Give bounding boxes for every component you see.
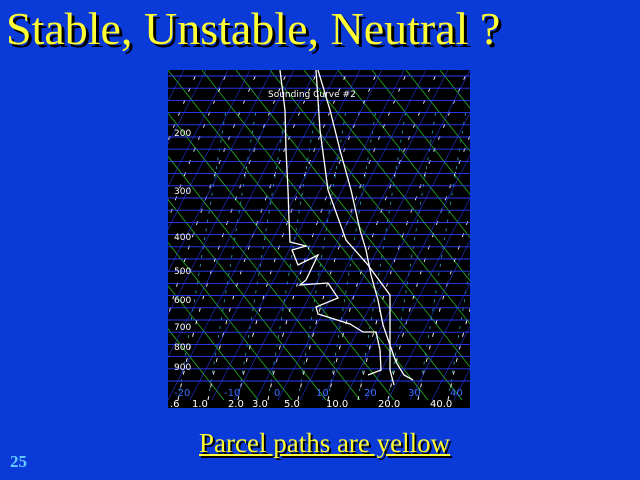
skew-t-svg: 200 300 400 500 600 700 800 900 -20 -10 0 10 20 30 40.… <box>168 70 470 408</box>
moist-adiabat-line <box>207 70 319 401</box>
isotherm-line <box>409 282 470 401</box>
moist-adiabat-line <box>417 213 470 401</box>
pressure-label: 700 <box>174 323 191 333</box>
moist-adiabat-line <box>387 134 470 401</box>
isotherm-line <box>431 325 470 401</box>
mixing-ratio-line <box>327 109 377 401</box>
sounding-temperature-curve <box>317 70 414 381</box>
temperature-label: 30 <box>408 388 421 399</box>
temperature-label: -10 <box>224 388 240 399</box>
pressure-label: 800 <box>174 343 191 353</box>
mixing-ratio-label: 40.0 <box>430 399 452 408</box>
temperature-label: 40 <box>450 388 463 399</box>
axis-labels: 200 300 400 500 600 700 800 900 -20 -10 0 10 20 30 40.… <box>170 129 463 408</box>
pressure-label: 400 <box>174 233 191 243</box>
skew-t-diagram: 200 300 400 500 600 700 800 900 -20 -10 0 10 20 30 40.… <box>168 70 470 408</box>
dry-adiabat-line <box>168 328 225 401</box>
moist-adiabat-line <box>297 70 409 401</box>
sounding-environment-curve <box>315 70 395 386</box>
mixing-ratio-label: 3.0 <box>252 399 268 408</box>
pressure-label: 900 <box>174 363 191 373</box>
mixing-ratio-label: 1.0 <box>192 399 208 408</box>
moist-adiabat-line <box>447 307 470 401</box>
temperature-label: 0 <box>274 388 280 399</box>
sounding-dewpoint-curve <box>279 70 382 376</box>
mixing-ratio-label: 10.0 <box>326 399 348 408</box>
slide-number: 25 <box>10 452 27 471</box>
slide-title: Stable, Unstable, Neutral ? <box>6 3 501 54</box>
isotherm-line <box>387 240 470 401</box>
mixing-ratio-label: 5.0 <box>284 399 300 408</box>
temperature-label: 20 <box>364 388 377 399</box>
moist-adiabat-line <box>237 70 349 401</box>
pressure-label: 600 <box>174 296 191 306</box>
mixing-ratio-line <box>237 109 287 401</box>
mixing-ratio-label: 20.0 <box>378 399 400 408</box>
mixing-ratio-line <box>207 109 257 401</box>
temperature-label: -20 <box>174 388 190 399</box>
mixing-ratio-line <box>297 109 347 401</box>
temperature-label: 10 <box>316 388 329 399</box>
sounding-curves <box>279 70 414 386</box>
parcel-paths-link[interactable]: Parcel paths are yellow <box>199 428 451 458</box>
pressure-label: 500 <box>174 267 191 277</box>
dry-adiabat-line <box>168 285 259 401</box>
mixing-ratio-line <box>417 109 467 401</box>
moist-adiabat-line <box>327 70 439 401</box>
pressure-label: 200 <box>174 129 191 139</box>
mixing-ratio-line <box>267 109 317 401</box>
diagram-title: Sounding Curve #2 <box>268 90 356 100</box>
mixing-ratio-line <box>177 109 227 401</box>
dry-adiabat-line <box>168 241 293 401</box>
mixing-ratio-label: 2.0 <box>228 399 244 408</box>
mixing-ratio-line <box>387 109 437 401</box>
moist-adiabat-line <box>357 70 469 401</box>
pressure-label: 300 <box>174 187 191 197</box>
mixing-ratio-label: .6 <box>170 399 180 408</box>
moist-adiabat-line <box>177 70 289 401</box>
